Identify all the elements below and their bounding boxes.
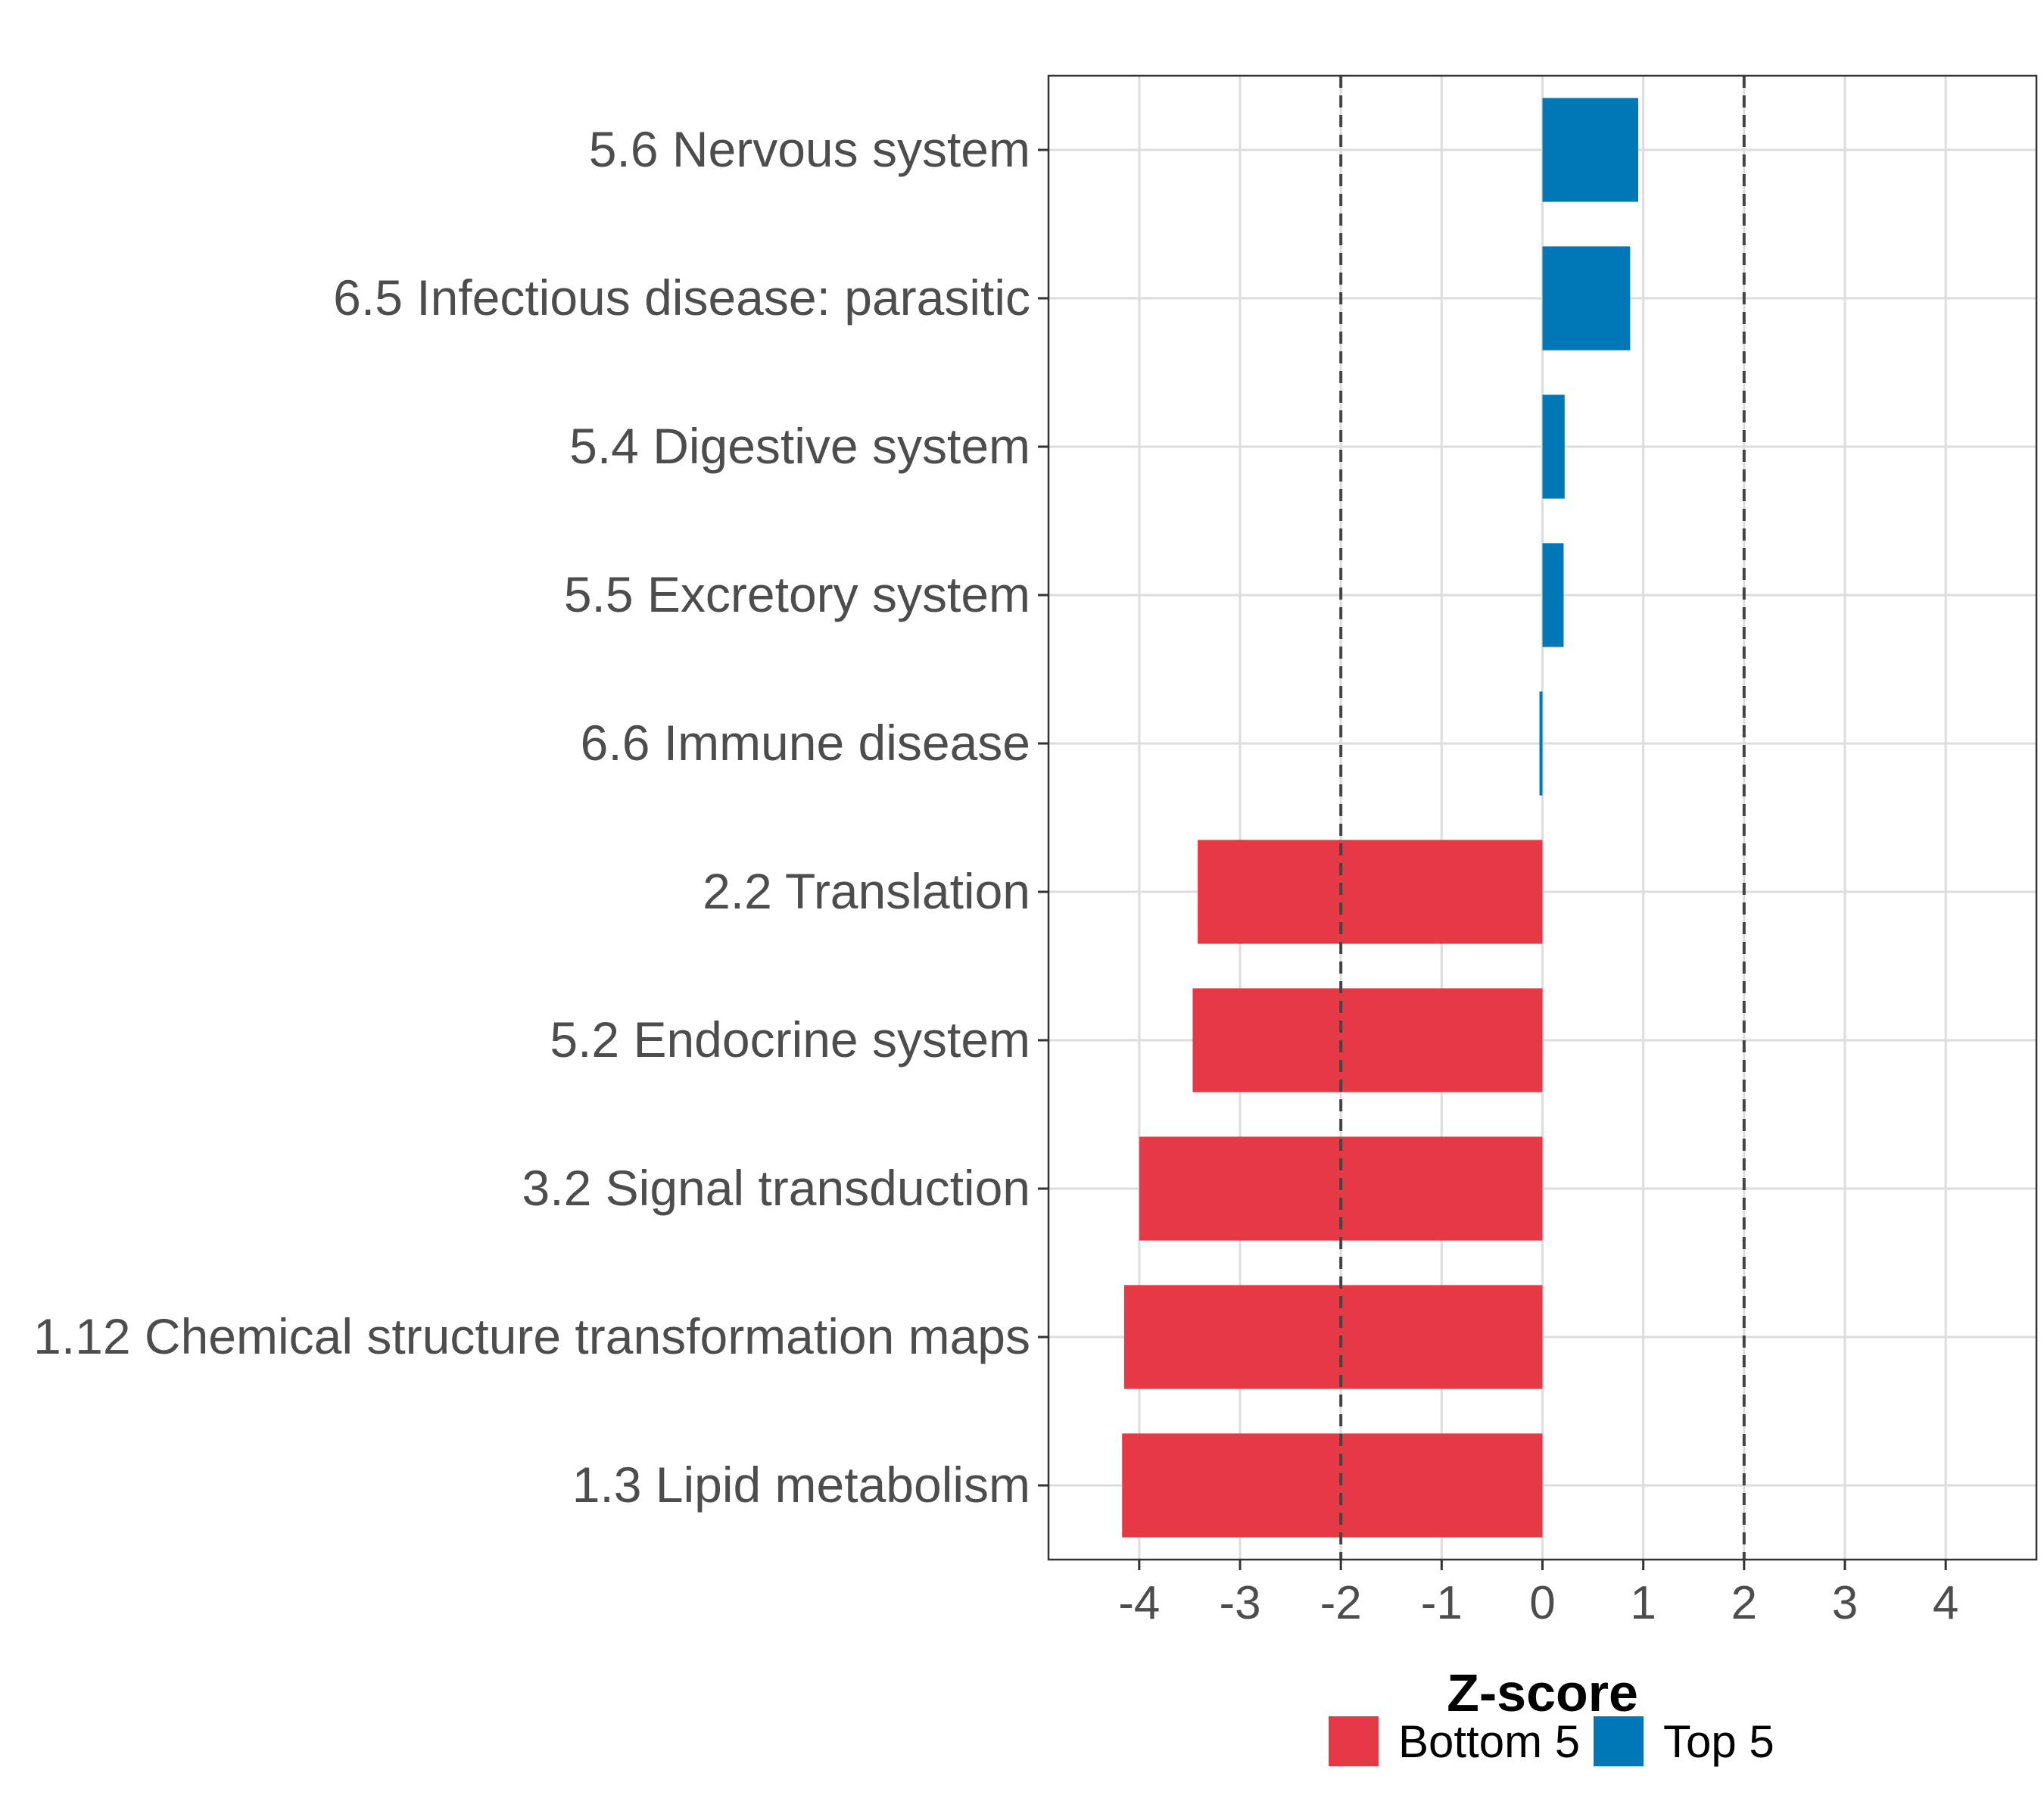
x-tick-label: -1 — [1421, 1577, 1463, 1629]
x-axis: -4 -3 -2 -1 0 1 2 3 4 — [1118, 1560, 1958, 1629]
category-label: 5.6 Nervous system — [589, 121, 1030, 177]
reference-line-layer — [1339, 76, 1746, 1560]
bar — [1542, 98, 1639, 202]
category-label: 1.3 Lipid metabolism — [572, 1457, 1030, 1513]
category-label: 5.2 Endocrine system — [550, 1011, 1030, 1067]
category-label: 2.2 Translation — [703, 863, 1030, 919]
bar-layer — [1122, 98, 1639, 1538]
bar — [1542, 543, 1564, 647]
x-tick-label: 3 — [1832, 1577, 1858, 1629]
bar — [1192, 988, 1543, 1092]
bar — [1198, 840, 1543, 944]
legend: Bottom 5 Top 5 — [1329, 1716, 1774, 1767]
x-tick-label: -2 — [1320, 1577, 1362, 1629]
x-tick-label: 4 — [1933, 1577, 1958, 1629]
bar — [1539, 691, 1543, 796]
x-tick-label: -3 — [1219, 1577, 1260, 1629]
legend-label: Top 5 — [1663, 1716, 1774, 1767]
category-label: 6.6 Immune disease — [581, 715, 1030, 771]
category-label: 5.4 Digestive system — [569, 418, 1030, 474]
x-tick-label: 0 — [1529, 1577, 1555, 1629]
category-label: 1.12 Chemical structure transformation m… — [33, 1308, 1030, 1364]
x-tick-label: 1 — [1630, 1577, 1656, 1629]
bar — [1123, 1285, 1543, 1389]
category-label: 3.2 Signal transduction — [522, 1160, 1030, 1216]
y-axis: 5.6 Nervous system 6.5 Infectious disease… — [33, 121, 1048, 1513]
bar — [1122, 1433, 1543, 1538]
bar — [1542, 246, 1631, 351]
x-axis-title: Z-score — [1447, 1663, 1638, 1722]
category-label: 6.5 Infectious disease: parasitic — [333, 270, 1030, 326]
legend-swatch — [1594, 1716, 1644, 1766]
x-tick-label: -4 — [1118, 1577, 1160, 1629]
bar — [1542, 394, 1565, 499]
legend-swatch — [1329, 1716, 1379, 1766]
category-label: 5.5 Excretory system — [564, 566, 1030, 622]
legend-label: Bottom 5 — [1398, 1716, 1580, 1767]
x-tick-label: 2 — [1731, 1577, 1757, 1629]
